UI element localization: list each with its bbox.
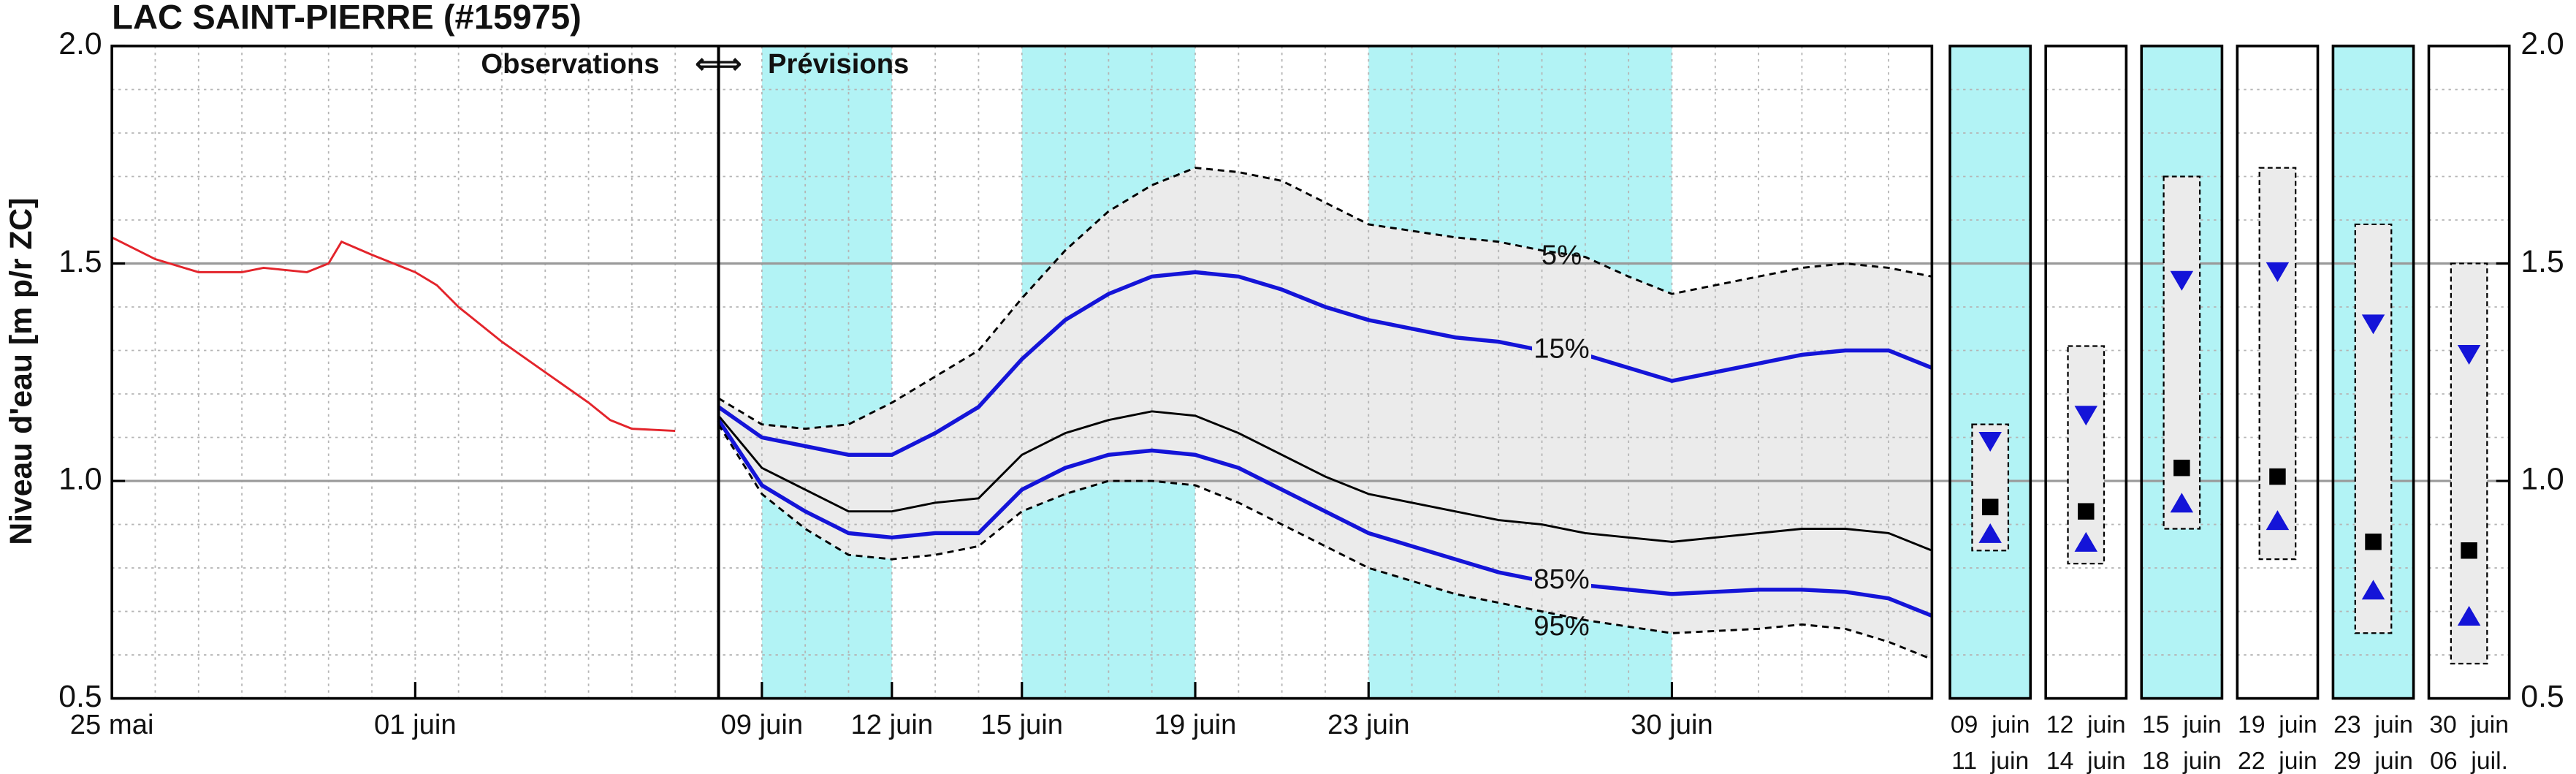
panel-frame [1948, 45, 2032, 700]
shaded-period [761, 45, 892, 699]
y-tick-label: 2.0 [58, 26, 102, 61]
annotation: ⇐⇒ [696, 48, 742, 80]
y2-tick-label: 1.0 [2520, 461, 2564, 496]
y-tick-label: 0.5 [58, 679, 102, 714]
panel-label: 19 juin [2238, 711, 2317, 739]
panel-label: 29 juin [2333, 747, 2413, 774]
x-tick-label: 23 juin [1327, 709, 1410, 740]
y-tick-label: 1.0 [58, 461, 102, 496]
x-tick-label: 15 juin [980, 709, 1063, 740]
series-label: 85% [1533, 564, 1590, 595]
series-line [717, 270, 1933, 458]
p15-marker [1978, 431, 2002, 452]
x-tick-label: 09 juin [721, 709, 804, 740]
chart-title: LAC SAINT-PIERRE (#15975) [112, 0, 582, 37]
median-marker [2078, 503, 2095, 520]
p15-marker [2074, 406, 2098, 426]
median-marker [2461, 542, 2477, 559]
x-tick-label: 25 mai [70, 709, 154, 740]
annotation: Observations [481, 48, 659, 80]
annotation: Prévisions [768, 48, 909, 80]
p15-marker [2170, 270, 2194, 291]
panel-label: 30 juin [2429, 711, 2509, 739]
p15-marker [2266, 262, 2290, 282]
panel-frame [2236, 45, 2320, 700]
panel-frame [2427, 45, 2511, 700]
p85-marker [2361, 580, 2385, 600]
p85-marker [2170, 493, 2194, 513]
series-label: 5% [1542, 240, 1582, 271]
series-line [717, 410, 1932, 552]
p85-marker [1978, 523, 2002, 543]
range-box [2450, 262, 2488, 665]
x-tick-label: 19 juin [1154, 709, 1237, 740]
panel-label: 11 juin [1951, 747, 2029, 774]
series-line [717, 167, 1932, 430]
y-tick-label: 1.5 [58, 244, 102, 279]
p15-marker [2457, 344, 2481, 365]
x-tick-label: 30 juin [1631, 709, 1713, 740]
series-label: 15% [1533, 333, 1590, 365]
series-line [717, 419, 1933, 618]
range-box [2258, 167, 2297, 561]
panel-label: 06 juil. [2430, 747, 2508, 774]
panel-label: 09 juin [1951, 711, 2030, 739]
panel-label: 15 juin [2142, 711, 2222, 739]
median-marker [2173, 459, 2190, 477]
panel-label: 12 juin [2046, 711, 2126, 739]
panel-label: 22 juin [2238, 747, 2317, 774]
y-axis-title: Niveau d'eau [m p/r ZC] [4, 198, 39, 545]
panel-frame [2140, 45, 2224, 700]
label-background [1532, 566, 1591, 596]
panel-label: 14 juin [2046, 747, 2126, 774]
p85-marker [2074, 531, 2098, 552]
p15-marker [2361, 314, 2385, 335]
p85-marker [2457, 606, 2481, 626]
panel-label: 18 juin [2142, 747, 2222, 774]
panel-frame [2044, 45, 2128, 700]
median-marker [1981, 498, 1999, 515]
y2-tick-label: 1.5 [2520, 244, 2564, 279]
panel-label: 23 juin [2333, 711, 2413, 739]
label-background [1532, 335, 1591, 365]
p85-marker [2266, 510, 2290, 531]
series-label: 95% [1533, 610, 1590, 642]
median-marker [2365, 534, 2382, 550]
range-box [2067, 345, 2106, 565]
panel-frame [2331, 45, 2415, 700]
median-marker [2269, 468, 2286, 485]
range-box [2354, 223, 2393, 634]
x-tick-label: 01 juin [374, 709, 457, 740]
y2-tick-label: 0.5 [2520, 679, 2564, 714]
series-line [111, 236, 676, 433]
x-tick-label: 12 juin [851, 709, 934, 740]
panel-background [1950, 45, 2031, 699]
y2-tick-label: 2.0 [2520, 26, 2564, 61]
